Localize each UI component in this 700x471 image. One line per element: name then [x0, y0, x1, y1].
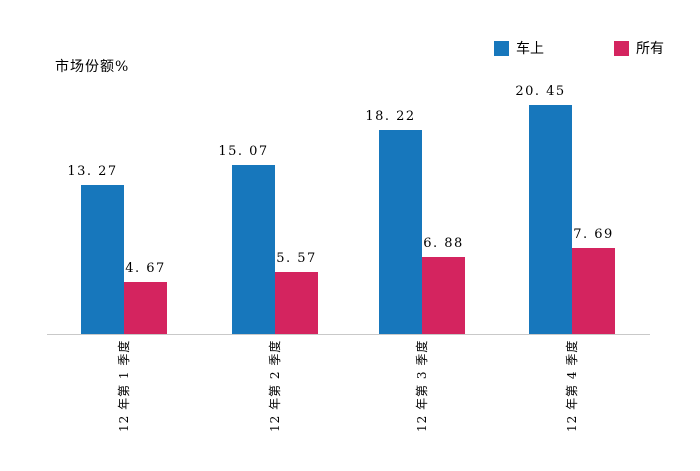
legend-item-series-0: 车上	[494, 38, 544, 58]
x-axis-tick-label: 12 年第 1 季度	[117, 339, 131, 432]
bar-value-label: 15. 07	[218, 144, 269, 159]
legend-swatch-series-0	[494, 40, 509, 56]
bar-series-0-group-2	[232, 165, 275, 334]
bar-value-label: 4. 67	[125, 261, 166, 276]
x-axis-tick-label: 12 年第 4 季度	[565, 339, 579, 432]
bar-value-label: 13. 27	[67, 164, 118, 179]
legend-label-series-0: 车上	[516, 41, 544, 57]
bar-series-1-group-1	[124, 282, 167, 334]
bar-series-0-group-4	[529, 105, 572, 334]
bar-value-label: 18. 22	[365, 109, 416, 124]
bar-value-label: 6. 88	[423, 236, 464, 251]
bar-value-label: 20. 45	[515, 84, 566, 99]
bar-series-0-group-3	[379, 130, 422, 334]
bar-value-label: 5. 57	[276, 251, 317, 266]
bar-value-label: 7. 69	[573, 227, 614, 242]
x-axis-line	[47, 334, 650, 335]
bar-series-0-group-1	[81, 185, 124, 334]
legend-item-series-1: 所有	[614, 38, 664, 58]
bar-series-1-group-3	[422, 257, 465, 334]
x-axis-tick-label: 12 年第 2 季度	[268, 339, 282, 432]
x-axis-tick-label: 12 年第 3 季度	[415, 339, 429, 432]
legend-label-series-1: 所有	[636, 41, 664, 57]
legend: 车上 所有	[494, 38, 664, 58]
legend-swatch-series-1	[614, 40, 629, 56]
bar-series-1-group-2	[275, 272, 318, 334]
bar-series-1-group-4	[572, 248, 615, 334]
y-axis-label: 市场份额%	[55, 59, 130, 75]
